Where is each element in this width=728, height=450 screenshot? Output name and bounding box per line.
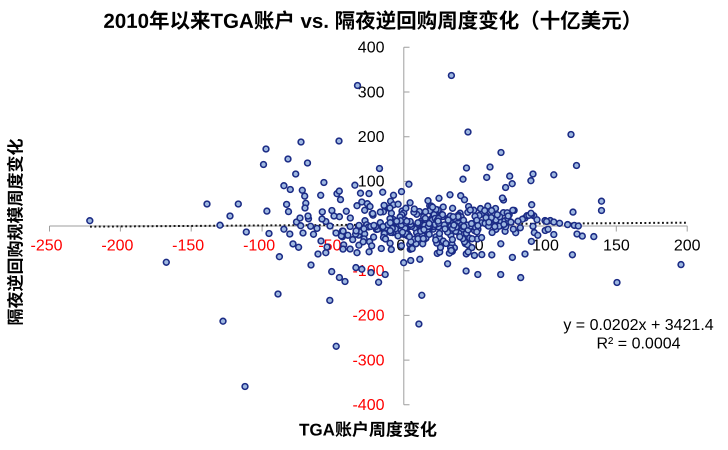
- svg-text:-150: -150: [172, 237, 204, 254]
- svg-text:-200: -200: [101, 237, 133, 254]
- svg-text:200: 200: [674, 237, 701, 254]
- svg-text:-200: -200: [352, 308, 384, 325]
- svg-text:200: 200: [358, 129, 385, 146]
- svg-text:-400: -400: [352, 397, 384, 414]
- svg-text:300: 300: [358, 84, 385, 101]
- svg-text:100: 100: [532, 237, 559, 254]
- svg-text:400: 400: [358, 40, 385, 57]
- svg-text:y = 0.0202x + 3421.4: y = 0.0202x + 3421.4: [563, 317, 713, 334]
- svg-text:100: 100: [358, 174, 385, 191]
- svg-text:-300: -300: [352, 352, 384, 369]
- svg-text:-100: -100: [243, 237, 275, 254]
- svg-text:150: 150: [603, 237, 630, 254]
- svg-text:R² = 0.0004: R² = 0.0004: [596, 335, 680, 352]
- svg-text:-250: -250: [30, 237, 62, 254]
